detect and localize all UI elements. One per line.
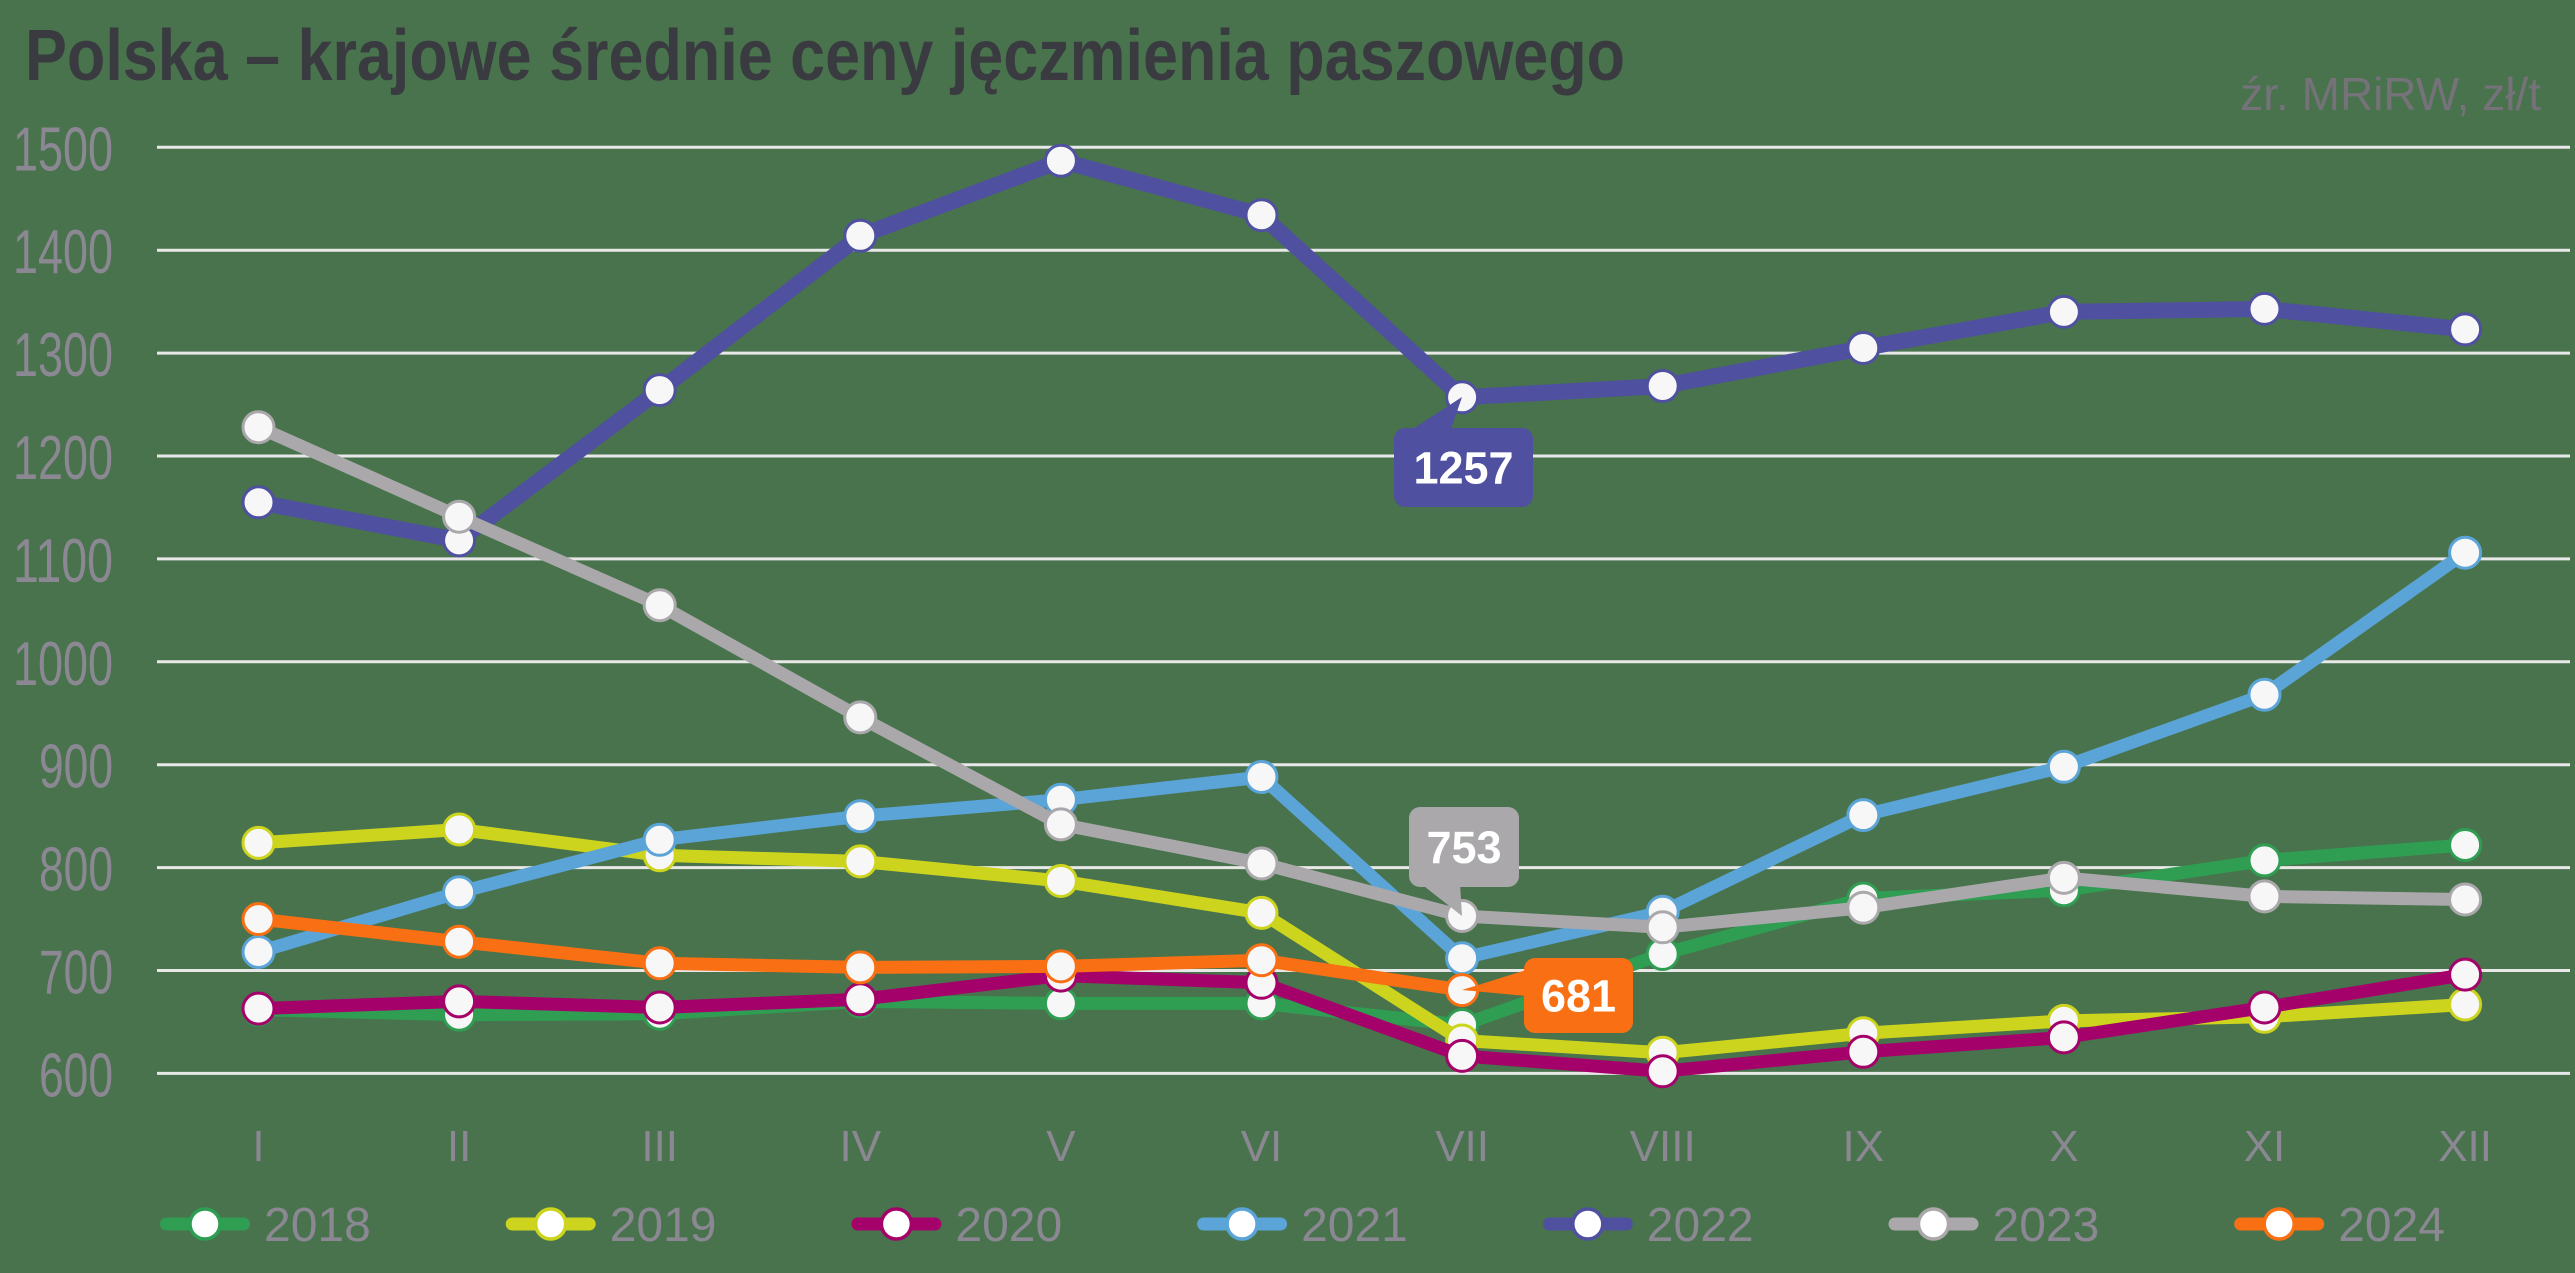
svg-text:753: 753 — [1426, 822, 1501, 873]
svg-text:źr. MRiRW, zł/t: źr. MRiRW, zł/t — [2240, 68, 2541, 120]
svg-text:1000: 1000 — [13, 630, 113, 699]
svg-text:VII: VII — [1435, 1122, 1489, 1171]
svg-text:681: 681 — [1541, 971, 1616, 1022]
svg-text:900: 900 — [39, 733, 113, 802]
svg-text:1200: 1200 — [13, 424, 113, 493]
svg-text:IX: IX — [1843, 1122, 1885, 1171]
svg-text:1257: 1257 — [1413, 443, 1513, 494]
svg-text:XI: XI — [2244, 1122, 2286, 1171]
svg-text:1400: 1400 — [13, 218, 113, 287]
svg-text:600: 600 — [39, 1041, 113, 1110]
svg-text:700: 700 — [39, 939, 113, 1008]
svg-text:2023: 2023 — [1993, 1199, 2100, 1252]
svg-text:Polska – krajowe średnie ceny: Polska – krajowe średnie ceny jęczmienia… — [25, 16, 1625, 96]
svg-text:X: X — [2049, 1122, 2078, 1171]
svg-text:1300: 1300 — [13, 321, 113, 390]
svg-text:2018: 2018 — [264, 1199, 371, 1252]
svg-text:VIII: VIII — [1630, 1122, 1696, 1171]
svg-text:I: I — [252, 1122, 264, 1171]
svg-text:IV: IV — [840, 1122, 882, 1171]
svg-text:III: III — [641, 1122, 678, 1171]
svg-text:2021: 2021 — [1301, 1199, 1408, 1252]
svg-text:2020: 2020 — [955, 1199, 1062, 1252]
svg-text:2022: 2022 — [1647, 1199, 1754, 1252]
svg-text:2024: 2024 — [2338, 1199, 2445, 1252]
svg-text:2019: 2019 — [610, 1199, 717, 1252]
svg-text:800: 800 — [39, 836, 113, 905]
svg-text:VI: VI — [1241, 1122, 1283, 1171]
svg-text:V: V — [1046, 1122, 1076, 1171]
svg-text:1100: 1100 — [13, 527, 113, 596]
svg-text:XII: XII — [2438, 1122, 2492, 1171]
svg-text:II: II — [447, 1122, 471, 1171]
svg-text:1500: 1500 — [13, 115, 113, 184]
